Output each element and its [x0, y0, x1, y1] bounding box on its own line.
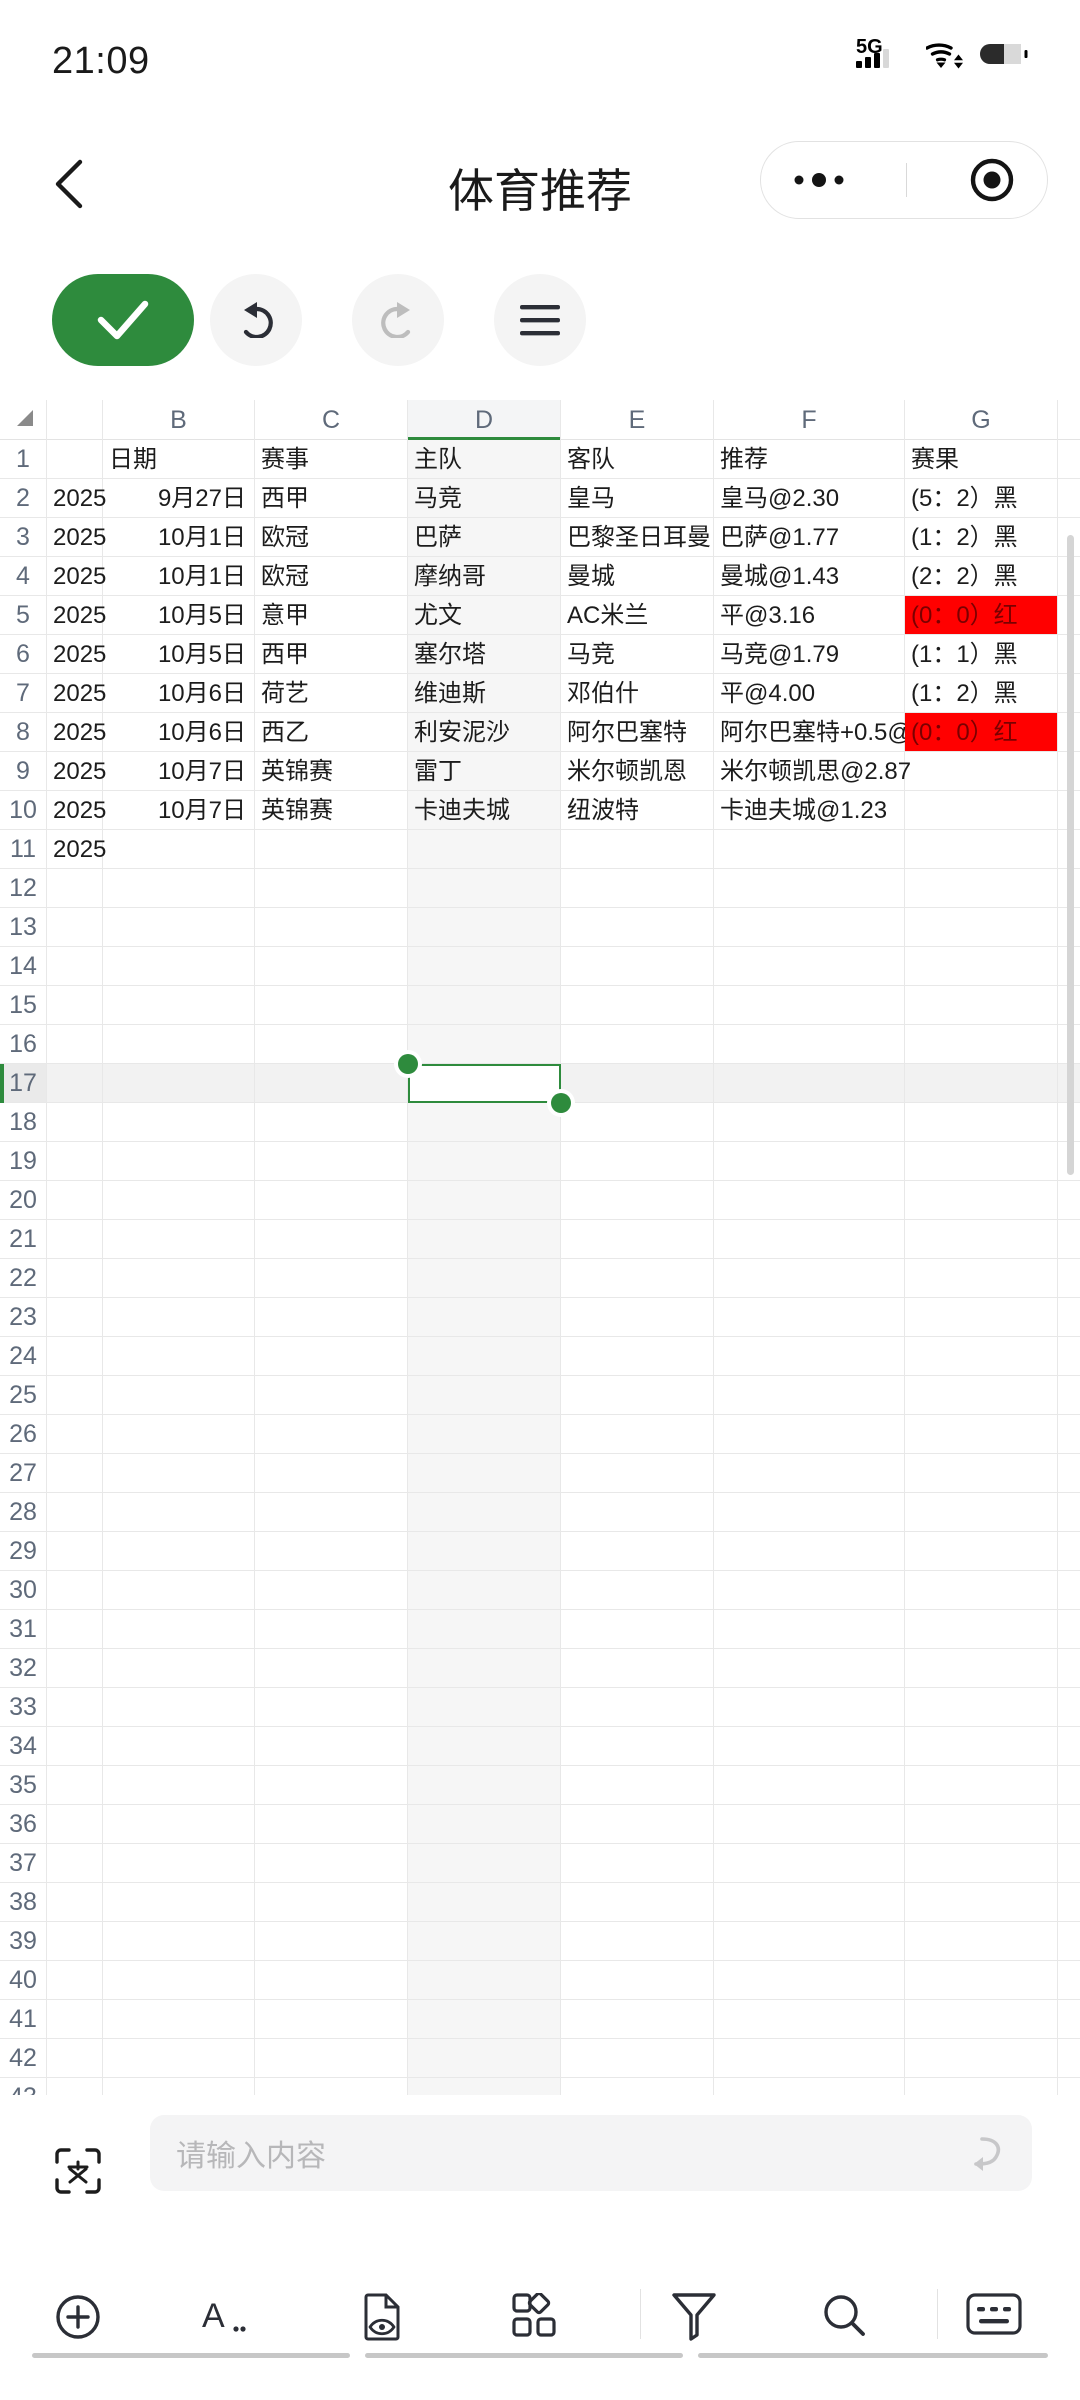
svg-text:A: A	[202, 2297, 225, 2335]
